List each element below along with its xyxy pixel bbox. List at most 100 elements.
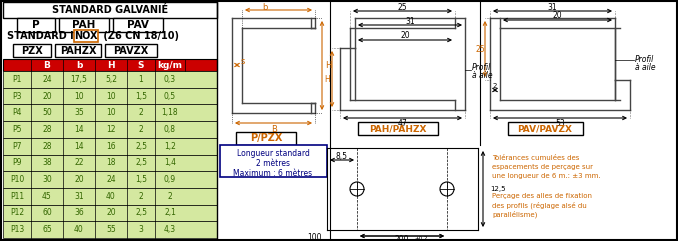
Text: P5: P5 — [12, 125, 22, 134]
Text: PAH: PAH — [73, 20, 96, 30]
Text: 50: 50 — [42, 108, 52, 117]
Text: kg/m: kg/m — [157, 60, 182, 69]
Text: 4,3: 4,3 — [164, 225, 176, 234]
Bar — [236, 132, 296, 145]
Text: (Z6 CN 18/10): (Z6 CN 18/10) — [100, 31, 179, 41]
Text: 31: 31 — [548, 2, 557, 12]
Bar — [13, 44, 51, 57]
Text: 36: 36 — [74, 208, 84, 217]
Text: 20: 20 — [106, 208, 116, 217]
Text: B: B — [43, 60, 50, 69]
Text: 14: 14 — [74, 125, 84, 134]
Text: 0,9: 0,9 — [164, 175, 176, 184]
Bar — [3, 154, 217, 171]
Text: 20: 20 — [400, 32, 410, 40]
Text: 10: 10 — [106, 108, 116, 117]
Text: 40: 40 — [106, 192, 116, 201]
Text: 65: 65 — [42, 225, 52, 234]
Text: 12: 12 — [106, 125, 116, 134]
Text: 47: 47 — [397, 120, 407, 128]
Text: 28: 28 — [42, 125, 52, 134]
Text: 100: 100 — [308, 234, 322, 241]
Bar — [17, 18, 55, 32]
Text: P3: P3 — [12, 92, 22, 100]
Text: 10: 10 — [74, 92, 84, 100]
Text: 24: 24 — [42, 75, 52, 84]
Text: STANDARD GALVANIÉ: STANDARD GALVANIÉ — [52, 5, 168, 15]
Bar — [3, 104, 217, 121]
Text: 2,5: 2,5 — [135, 158, 147, 167]
Text: 31: 31 — [74, 192, 84, 201]
Text: 10: 10 — [106, 92, 116, 100]
Text: Longueur standard: Longueur standard — [237, 148, 309, 158]
Text: P13: P13 — [10, 225, 24, 234]
Bar — [3, 221, 217, 238]
Text: 17,5: 17,5 — [71, 75, 87, 84]
Text: P: P — [32, 20, 40, 30]
Bar — [3, 2, 217, 18]
Text: P7: P7 — [12, 142, 22, 151]
Text: 22: 22 — [75, 158, 84, 167]
Text: 1,5: 1,5 — [135, 175, 147, 184]
Text: P4: P4 — [12, 108, 22, 117]
Text: 20: 20 — [553, 12, 562, 20]
Text: 1,2: 1,2 — [164, 142, 176, 151]
Bar — [3, 71, 217, 88]
Text: 25: 25 — [398, 2, 407, 12]
Bar — [105, 44, 157, 57]
Text: 40: 40 — [74, 225, 84, 234]
Text: P/PZX: P/PZX — [250, 134, 282, 143]
Text: 0,3: 0,3 — [164, 75, 176, 84]
Text: 14: 14 — [74, 142, 84, 151]
Text: Profil: Profil — [472, 63, 492, 73]
Text: 2: 2 — [138, 125, 143, 134]
Text: 18: 18 — [106, 158, 116, 167]
Bar — [3, 188, 217, 205]
Bar — [3, 121, 217, 138]
Bar — [3, 88, 217, 104]
Text: Perçage des alles de fixation: Perçage des alles de fixation — [492, 193, 592, 199]
Text: des profils (réglage alsé du: des profils (réglage alsé du — [492, 201, 586, 209]
Text: 38: 38 — [42, 158, 52, 167]
Bar — [220, 145, 327, 177]
Bar — [358, 122, 438, 135]
Text: 1,4: 1,4 — [164, 158, 176, 167]
Bar — [55, 44, 101, 57]
Text: Maximum : 6 mètres: Maximum : 6 mètres — [233, 168, 313, 178]
Text: 45: 45 — [42, 192, 52, 201]
Text: 8,5: 8,5 — [336, 152, 348, 161]
Text: s: s — [241, 58, 245, 67]
Text: 20: 20 — [42, 92, 52, 100]
Text: H: H — [325, 60, 331, 69]
Text: 53: 53 — [555, 120, 565, 128]
Text: P10: P10 — [10, 175, 24, 184]
Text: 55: 55 — [106, 225, 116, 234]
Text: 31: 31 — [405, 16, 415, 26]
Text: 1,18: 1,18 — [161, 108, 178, 117]
Text: à aile: à aile — [472, 72, 493, 80]
Bar — [113, 18, 163, 32]
Bar — [59, 18, 109, 32]
Text: H: H — [324, 74, 330, 83]
Text: 2: 2 — [138, 192, 143, 201]
Text: NOX: NOX — [75, 31, 98, 41]
Text: 30: 30 — [42, 175, 52, 184]
Text: 2: 2 — [167, 192, 172, 201]
Text: à aile: à aile — [635, 63, 656, 73]
Text: B: B — [271, 126, 277, 134]
Text: Profil: Profil — [635, 55, 654, 65]
Text: une longueur de 6 m.: ±3 mm.: une longueur de 6 m.: ±3 mm. — [492, 173, 601, 179]
Text: 2: 2 — [493, 83, 497, 89]
Text: H: H — [107, 60, 115, 69]
Text: 35: 35 — [74, 108, 84, 117]
Text: 2: 2 — [138, 108, 143, 117]
Text: PAV: PAV — [127, 20, 149, 30]
Text: Tolérances cumulées des: Tolérances cumulées des — [492, 155, 580, 161]
Text: 1,5: 1,5 — [135, 92, 147, 100]
Text: PAVZX: PAVZX — [113, 46, 148, 55]
Bar — [74, 30, 98, 42]
Text: 0,5: 0,5 — [164, 92, 176, 100]
Text: 60: 60 — [42, 208, 52, 217]
Text: +0,2: +0,2 — [414, 235, 428, 241]
Bar — [508, 122, 583, 135]
